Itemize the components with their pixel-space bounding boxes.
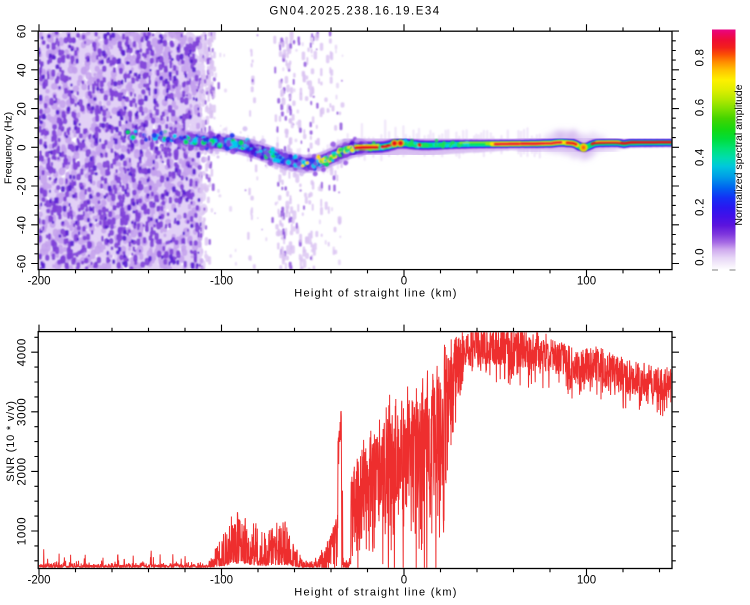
- svg-text:Height of straight line (km): Height of straight line (km): [294, 587, 457, 599]
- svg-text:-20: -20: [17, 177, 29, 196]
- svg-text:0.0: 0.0: [695, 248, 707, 266]
- svg-text:Normalized spectral amplitude: Normalized spectral amplitude: [733, 84, 745, 225]
- svg-text:40: 40: [17, 63, 29, 77]
- svg-text:0.6: 0.6: [695, 98, 707, 116]
- svg-text:Frequency (Hz): Frequency (Hz): [3, 112, 15, 184]
- svg-text:0: 0: [401, 575, 407, 587]
- svg-text:0.2: 0.2: [695, 198, 707, 216]
- svg-text:0.4: 0.4: [695, 148, 707, 166]
- svg-text:0: 0: [401, 276, 407, 288]
- svg-text:60: 60: [17, 24, 29, 38]
- svg-text:-60: -60: [17, 254, 29, 273]
- svg-text:2000: 2000: [17, 457, 29, 485]
- svg-text:GN04.2025.238.16.19.E34: GN04.2025.238.16.19.E34: [269, 6, 440, 18]
- svg-text:Height of straight line (km): Height of straight line (km): [294, 288, 457, 300]
- svg-text:3000: 3000: [17, 398, 29, 426]
- svg-text:-100: -100: [210, 575, 233, 587]
- svg-text:0.8: 0.8: [695, 48, 707, 66]
- svg-text:0: 0: [17, 144, 29, 151]
- svg-text:4000: 4000: [17, 338, 29, 366]
- svg-text:SNR (10 * v/v): SNR (10 * v/v): [5, 400, 17, 482]
- svg-text:-40: -40: [17, 215, 29, 234]
- svg-text:100: 100: [577, 575, 596, 587]
- svg-text:1000: 1000: [17, 517, 29, 545]
- svg-text:-200: -200: [27, 575, 50, 587]
- svg-text:100: 100: [577, 276, 596, 288]
- svg-text:-100: -100: [210, 276, 233, 288]
- svg-text:-200: -200: [27, 276, 50, 288]
- svg-text:20: 20: [17, 101, 29, 115]
